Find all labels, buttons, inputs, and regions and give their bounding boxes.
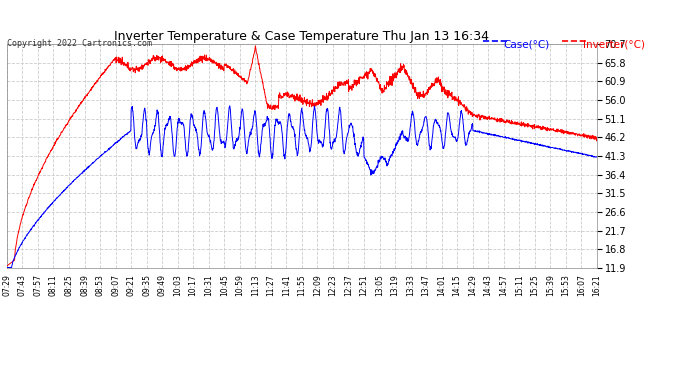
- Text: Inverter(°C): Inverter(°C): [583, 39, 645, 50]
- Title: Inverter Temperature & Case Temperature Thu Jan 13 16:34: Inverter Temperature & Case Temperature …: [115, 30, 489, 43]
- Text: Copyright 2022 Cartronics.com: Copyright 2022 Cartronics.com: [7, 39, 152, 48]
- Text: Case(°C): Case(°C): [504, 39, 550, 50]
